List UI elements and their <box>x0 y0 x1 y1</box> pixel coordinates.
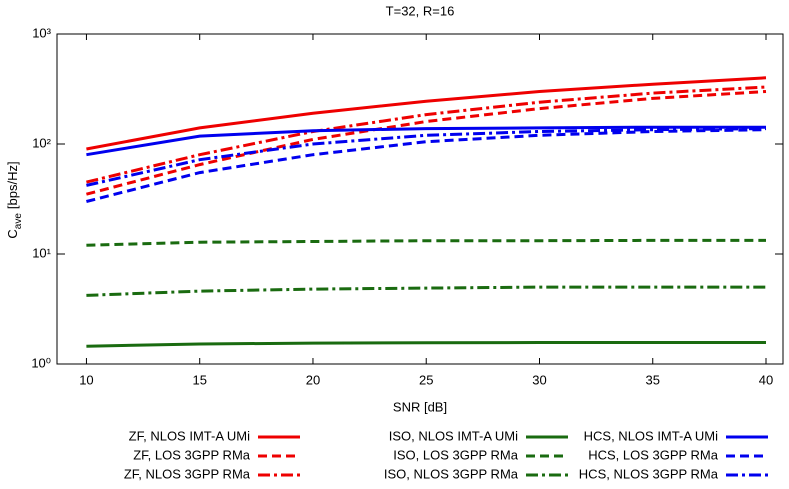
legend-label: HCS, NLOS 3GPP RMa <box>579 466 719 481</box>
series-line <box>86 341 766 348</box>
series-line <box>86 85 767 184</box>
y-axis-label-unit: [bps/Hz] <box>5 161 20 209</box>
legend-label: ZF, NLOS 3GPP RMa <box>124 466 251 481</box>
x-tick-label: 15 <box>192 372 206 387</box>
y-axis-label: Cave [bps/Hz] <box>5 161 23 238</box>
y-axis-label-main: C <box>5 229 20 238</box>
legend-label: HCS, NLOS IMT-A UMi <box>584 428 718 443</box>
x-tick-label: 10 <box>79 372 93 387</box>
legend-label: ZF, LOS 3GPP RMa <box>133 447 251 462</box>
series-line <box>86 238 766 247</box>
y-axis-label-sub: ave <box>13 213 24 230</box>
x-tick-label: 20 <box>306 372 320 387</box>
y-tick-label: 10⁰ <box>31 355 51 370</box>
series-line <box>86 127 767 187</box>
chart-title: T=32, R=16 <box>386 3 455 18</box>
legend-label: ZF, NLOS IMT-A UMi <box>129 428 250 443</box>
x-tick-label: 35 <box>646 372 660 387</box>
series-line <box>86 90 767 196</box>
plot-frame <box>56 33 784 365</box>
legend-label: ISO, NLOS IMT-A UMi <box>389 428 518 443</box>
x-axis-label: SNR [dB] <box>393 399 447 414</box>
x-tick-label: 30 <box>532 372 546 387</box>
x-tick-label: 40 <box>759 372 773 387</box>
series-line <box>86 128 767 203</box>
y-tick-label: 10¹ <box>32 245 51 260</box>
legend-label: HCS, LOS 3GPP RMa <box>588 447 719 462</box>
x-tick-label: 25 <box>419 372 433 387</box>
legend-label: ISO, LOS 3GPP RMa <box>393 447 519 462</box>
series-line <box>86 285 766 297</box>
legend-label: ISO, NLOS 3GPP RMa <box>384 466 519 481</box>
y-tick-label: 10² <box>32 135 51 150</box>
series-line <box>86 76 767 151</box>
series-line <box>86 125 766 157</box>
y-tick-label: 10³ <box>32 25 51 40</box>
